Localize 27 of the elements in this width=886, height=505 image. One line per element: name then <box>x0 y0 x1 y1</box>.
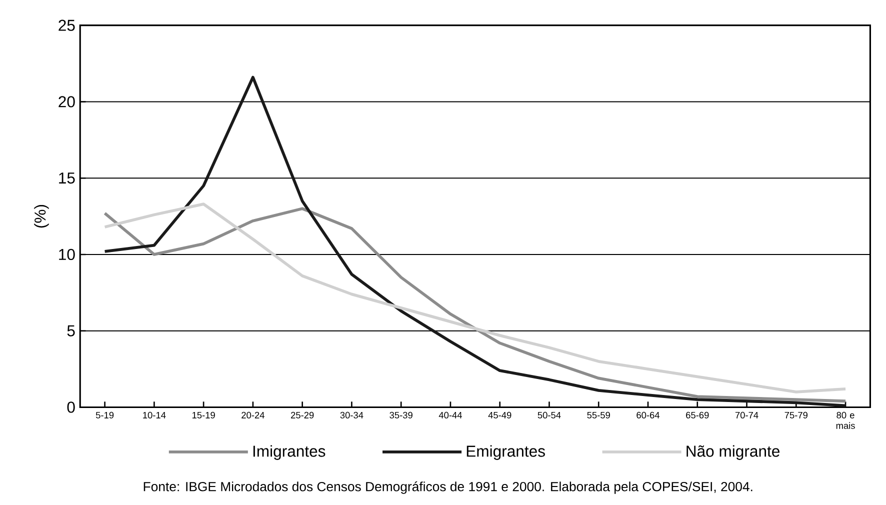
x-tick-label: 35-39 <box>390 412 412 419</box>
x-tick-label: 25-29 <box>290 412 314 419</box>
x-tick-label: 50-54 <box>538 412 561 419</box>
x-tick-label: 75-79 <box>784 412 808 419</box>
x-tick-label: 40-44 <box>438 412 462 419</box>
x-tick-label: 65-69 <box>686 412 709 419</box>
y-tick-label: 0 <box>67 402 75 413</box>
legend-label: Não migrante <box>686 445 780 460</box>
x-tick-label: 45-49 <box>488 412 512 419</box>
x-tick-label: 70-74 <box>735 412 758 419</box>
legend-label: Imigrantes <box>253 445 326 460</box>
x-tick-label: 55-59 <box>587 412 610 419</box>
x-tick-label: 60-64 <box>636 412 660 419</box>
legend-label: Emigrantes <box>466 445 545 460</box>
x-tick-label: 5-19 <box>96 412 114 419</box>
x-tick-label: 10-14 <box>143 412 166 419</box>
x-tick-label: 80 e mais <box>836 412 855 430</box>
x-tick-label: 20-24 <box>242 412 264 419</box>
x-tick-label: 30-34 <box>340 412 364 419</box>
source-note: Fonte: IBGE Microdados dos Censos Demográficos de 1991 e 2000. Elaborada pela COPES/SEI, 2004. <box>144 482 752 494</box>
y-tick-label: 5 <box>67 326 75 337</box>
y-tick-label: 25 <box>58 20 75 32</box>
y-axis-title: (%) <box>34 205 49 228</box>
y-tick-label: 10 <box>59 249 75 260</box>
y-tick-label: 15 <box>59 172 75 184</box>
y-tick-label: 20 <box>58 96 75 108</box>
x-tick-label: 15-19 <box>192 412 215 419</box>
